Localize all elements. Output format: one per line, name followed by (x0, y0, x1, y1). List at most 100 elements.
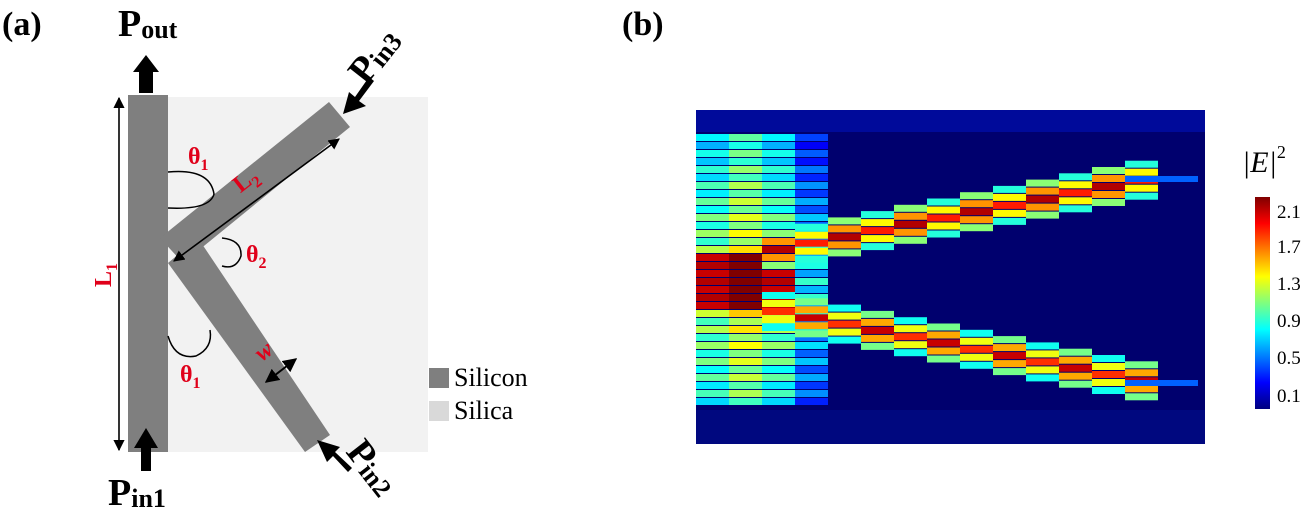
field-cell (762, 214, 795, 221)
field-cell (1125, 192, 1158, 200)
panel-b: (b) |E|2 2.1 1.7 1.3 0.9 0.5 0.1 (622, 6, 1301, 444)
field-cell (795, 390, 828, 397)
field-cell (828, 241, 861, 249)
legend-swatch-silicon (429, 368, 449, 388)
field-cell (795, 298, 828, 306)
field-cell (927, 347, 960, 355)
field-cell (729, 222, 762, 229)
field-cell (795, 342, 828, 349)
field-cell (696, 342, 729, 349)
field-cell (894, 236, 927, 244)
field-cell (762, 334, 795, 341)
field-cell (993, 360, 1026, 368)
field-cell (696, 390, 729, 397)
field-cell (762, 134, 795, 141)
field-cell (762, 358, 795, 365)
field-cell (861, 318, 894, 326)
field-cell (828, 233, 861, 241)
field-cell (762, 206, 795, 213)
field-cell (861, 211, 894, 219)
field-cell (1125, 176, 1165, 182)
field-cell (729, 166, 762, 173)
field-cell (993, 193, 1026, 201)
field-cell (960, 361, 993, 369)
field-cell (1125, 385, 1158, 393)
field-cell (696, 302, 729, 309)
field-cell (993, 217, 1026, 225)
field-cell (729, 358, 762, 365)
colorbar-ticks: 2.1 1.7 1.3 0.9 0.5 0.1 (1277, 202, 1301, 407)
field-cell (729, 206, 762, 213)
field-cell (927, 230, 960, 238)
colorbar-tick-label: 0.9 (1277, 311, 1301, 332)
field-cell (795, 223, 828, 231)
legend-label-silica: Silica (454, 396, 514, 425)
field-cell (762, 198, 795, 205)
field-cell (795, 306, 828, 314)
field-cell (729, 150, 762, 157)
field-cell (795, 214, 828, 221)
field-cell (993, 209, 1026, 217)
field-cell (762, 324, 795, 331)
l2-dimension-arrow (173, 138, 340, 262)
field-cell (762, 374, 795, 381)
field-cell (1059, 364, 1092, 372)
field-cell (1059, 205, 1092, 213)
field-cell (729, 198, 762, 205)
field-cell (861, 326, 894, 334)
field-cell (762, 150, 795, 157)
field-cell (1059, 356, 1092, 364)
legend-label-silicon: Silicon (454, 363, 528, 392)
field-cell (828, 225, 861, 233)
theta1-bottom-label: θ1 (180, 362, 201, 392)
field-cell (927, 206, 960, 214)
field-cell (828, 320, 861, 328)
pout-label: Pout (118, 3, 178, 45)
field-cell (795, 190, 828, 197)
field-cell (729, 342, 762, 349)
colorbar-title: |E|2 (1242, 142, 1286, 179)
field-cell (1092, 191, 1125, 198)
field-cell (894, 325, 927, 333)
field-cell (861, 227, 894, 235)
field-cell (993, 368, 1026, 376)
field-cell (1026, 179, 1059, 187)
field-cell (729, 398, 762, 405)
field-cell (762, 238, 795, 245)
field-cell (960, 337, 993, 345)
theta2-arc (221, 237, 242, 268)
field-cell (696, 270, 729, 277)
field-cell (696, 230, 729, 237)
field-cell (762, 174, 795, 181)
field-cell (762, 390, 795, 397)
field-cell (1059, 173, 1092, 181)
field-cell (729, 270, 762, 277)
field-cell (1026, 195, 1059, 203)
field-cell (927, 331, 960, 339)
field-cell (762, 230, 795, 237)
pin3-arrow (343, 77, 374, 114)
field-cell (1092, 379, 1125, 386)
field-cell (795, 398, 828, 405)
field-cell (1125, 184, 1158, 192)
field-cell (696, 246, 729, 253)
field-cell (729, 254, 762, 261)
field-cell (762, 300, 795, 307)
field-cell (1092, 199, 1125, 206)
field-cell (762, 350, 795, 357)
field-cell (762, 190, 795, 197)
pin1-label: Pin1 (108, 472, 166, 509)
field-cell (762, 366, 795, 373)
field-cell (729, 286, 762, 293)
field-cell (696, 326, 729, 333)
field-cell (729, 382, 762, 389)
field-cell (1026, 350, 1059, 358)
field-cell (894, 228, 927, 236)
field-cell (729, 390, 762, 397)
field-cell (1125, 168, 1158, 176)
field-cell (795, 322, 828, 330)
field-cell (729, 246, 762, 253)
field-cell (1059, 181, 1092, 189)
field-cell (960, 353, 993, 361)
field-cell (696, 366, 729, 373)
